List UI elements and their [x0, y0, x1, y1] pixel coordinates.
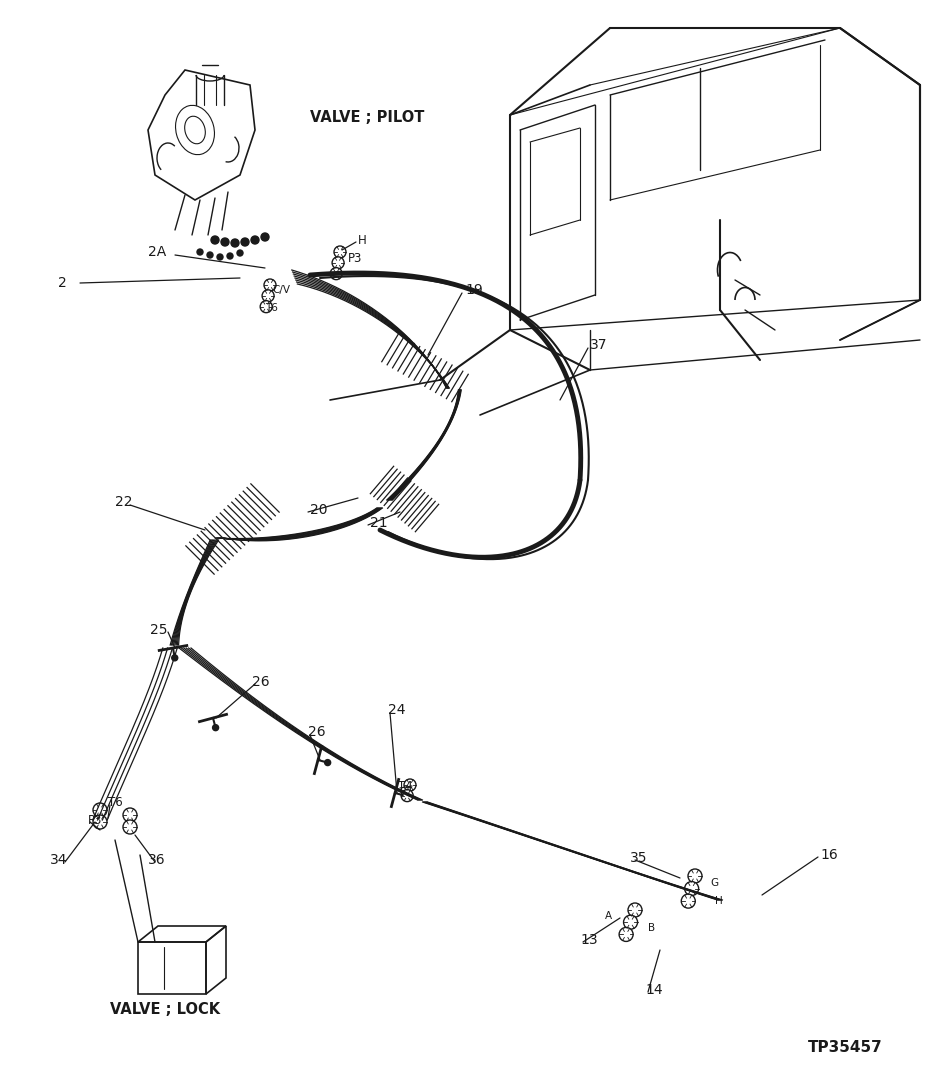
Circle shape: [250, 236, 259, 244]
Text: 22: 22: [115, 495, 132, 509]
Text: 26: 26: [251, 675, 269, 689]
Circle shape: [401, 793, 407, 798]
Text: VALVE ; PILOT: VALVE ; PILOT: [309, 110, 424, 126]
Circle shape: [260, 300, 272, 312]
Bar: [138, 942, 206, 994]
Text: 2A: 2A: [148, 245, 166, 259]
Circle shape: [217, 254, 223, 260]
Circle shape: [227, 253, 232, 259]
Circle shape: [623, 915, 637, 929]
Circle shape: [261, 233, 268, 241]
Circle shape: [329, 268, 342, 280]
Text: 36: 36: [148, 853, 166, 867]
Circle shape: [264, 278, 276, 290]
Circle shape: [123, 808, 137, 822]
Text: A: A: [605, 911, 611, 921]
Circle shape: [681, 894, 695, 909]
Text: 24: 24: [387, 703, 405, 717]
Text: 16: 16: [819, 848, 837, 862]
Text: TP35457: TP35457: [807, 1041, 882, 1056]
Text: 19: 19: [465, 283, 483, 297]
Circle shape: [123, 820, 137, 834]
Circle shape: [325, 760, 330, 765]
Circle shape: [687, 869, 702, 883]
Circle shape: [212, 725, 218, 731]
Text: T6: T6: [108, 796, 123, 809]
Circle shape: [171, 655, 178, 661]
Circle shape: [207, 252, 213, 258]
Text: 25: 25: [149, 624, 168, 637]
Text: P3: P3: [88, 815, 102, 828]
Circle shape: [333, 246, 346, 258]
Text: G: G: [709, 878, 718, 888]
Circle shape: [221, 238, 228, 246]
Text: 14: 14: [645, 983, 662, 997]
Circle shape: [93, 803, 107, 817]
Circle shape: [331, 257, 344, 269]
Text: B: B: [647, 923, 654, 933]
Circle shape: [404, 779, 416, 791]
Text: 13: 13: [580, 933, 597, 947]
Text: 20: 20: [309, 503, 327, 517]
Circle shape: [230, 239, 239, 247]
Circle shape: [237, 250, 243, 256]
Text: H: H: [714, 897, 722, 906]
Text: H: H: [358, 234, 367, 247]
Circle shape: [93, 815, 107, 829]
Circle shape: [241, 238, 248, 246]
Circle shape: [619, 927, 632, 941]
Text: VALVE ; LOCK: VALVE ; LOCK: [109, 1002, 220, 1018]
Circle shape: [210, 236, 219, 244]
Text: P3: P3: [347, 251, 362, 264]
Text: C/V: C/V: [271, 285, 289, 295]
Text: 26: 26: [307, 725, 326, 739]
Text: 2: 2: [58, 276, 67, 290]
Circle shape: [197, 249, 203, 256]
Text: 34: 34: [50, 853, 68, 867]
Text: T6: T6: [265, 302, 278, 313]
Circle shape: [401, 790, 413, 802]
Text: 35: 35: [629, 851, 646, 865]
Text: T4: T4: [398, 780, 412, 793]
Circle shape: [684, 881, 698, 895]
Text: 37: 37: [589, 339, 606, 352]
Circle shape: [262, 289, 274, 301]
Text: 21: 21: [369, 517, 387, 530]
Circle shape: [627, 903, 642, 917]
